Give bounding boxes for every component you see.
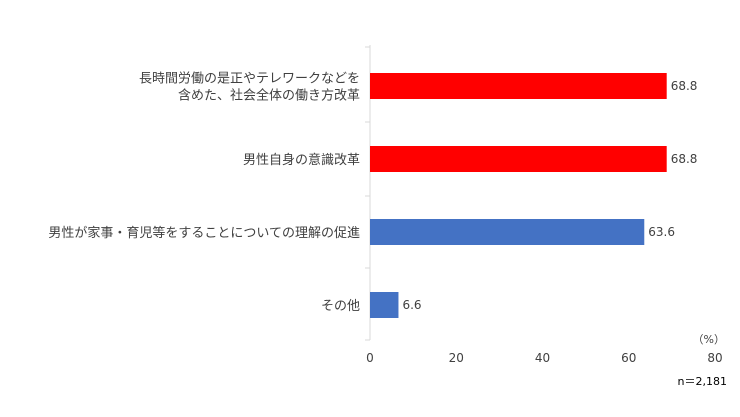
value-labels: 68.8 68.8 63.6 6.6 [402, 79, 697, 312]
bar [370, 146, 667, 172]
category-labels: 長時間労働の是正やテレワークなどを含めた、社会全体の働き方改革男性自身の意識改革… [48, 72, 360, 315]
unit-label: （%） [693, 333, 725, 346]
category-label: 長時間労働の是正やテレワークなどを [139, 72, 360, 87]
x-tick-label: 80 [707, 351, 722, 365]
category-tick-marks [365, 46, 370, 341]
category-label: 含めた、社会全体の働き方改革 [178, 88, 360, 104]
category-label: その他 [321, 299, 360, 314]
x-tick-label: 20 [449, 351, 464, 365]
category-label: 男性が家事・育児等をすることについての理解の促進 [48, 225, 360, 241]
x-tick-label: 40 [535, 351, 550, 365]
bars-group [370, 73, 667, 318]
bar [370, 292, 399, 318]
x-tick-label: 0 [366, 351, 374, 365]
data-label: 68.8 [671, 152, 698, 166]
bar [370, 73, 667, 99]
sample-size-note: n＝2,181 [678, 375, 727, 388]
category-label: 男性自身の意識改革 [243, 152, 360, 168]
x-tick-label: 60 [621, 351, 636, 365]
data-label: 6.6 [402, 298, 421, 312]
data-label: 63.6 [648, 225, 675, 239]
x-axis-tick-labels: 0 20 40 60 80 [366, 351, 722, 365]
bar [370, 219, 645, 245]
data-label: 68.8 [671, 79, 698, 93]
